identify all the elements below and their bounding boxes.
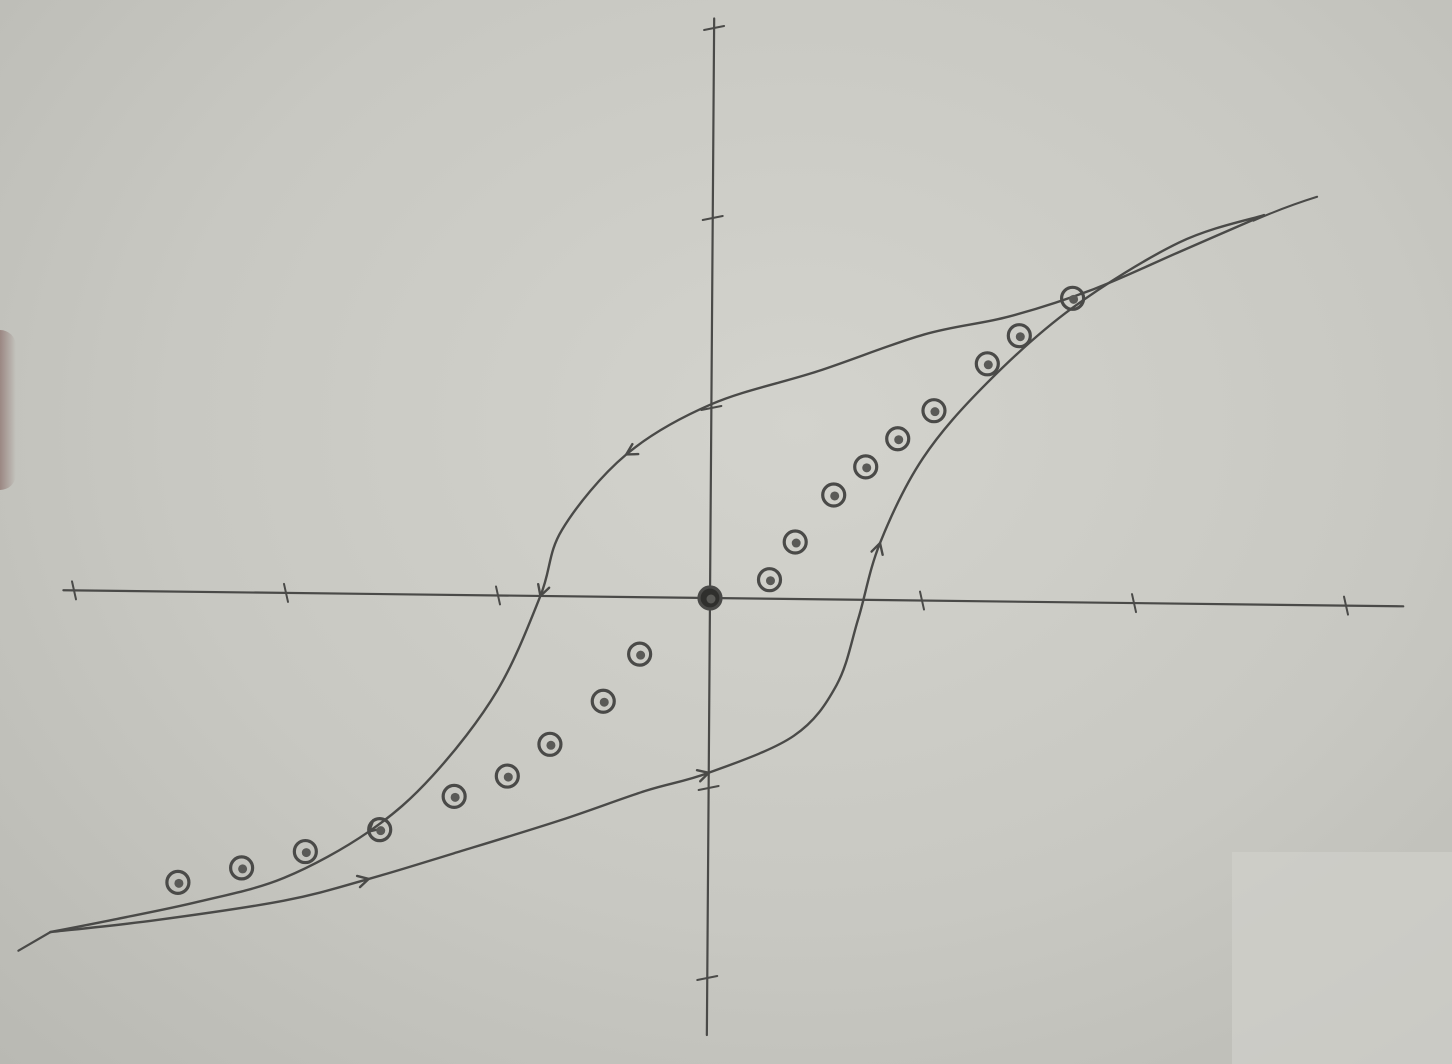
hysteresis-loop-upper-branch [49,213,1266,934]
data-point-center [238,864,248,874]
data-point-center [1015,332,1025,342]
x-tick [71,580,77,601]
data-point [590,688,616,714]
data-point [165,869,191,895]
y-tick [701,215,724,221]
data-point-center [450,792,460,802]
data-point-center [862,463,872,473]
axes [62,17,1405,1037]
data-point-center [930,407,940,417]
data-point [697,585,723,611]
direction-arrow [355,874,370,889]
tick-marks [71,25,1349,981]
direction-arrow [695,768,710,783]
series-layer [17,195,1319,952]
data-point-center [1069,294,1079,304]
point-layer [165,285,1086,895]
x-axis [62,589,1405,608]
x-tick [1343,595,1349,616]
loop-tip-lower [17,931,52,952]
data-point [367,817,393,843]
data-point-center [301,848,311,858]
data-point [782,529,808,555]
hysteresis-loop-lower-branch [49,213,1266,934]
direction-arrow [625,442,640,456]
data-point-center [894,435,904,445]
paper-light-patch [1232,852,1452,1064]
y-axis [705,17,716,1037]
data-point-center [791,538,801,548]
direction-arrow [870,541,884,556]
data-point [229,855,255,881]
data-point [821,482,847,508]
data-point-center [546,740,556,750]
data-point [1006,323,1032,349]
finger-shadow [0,330,16,490]
x-tick [919,590,925,611]
y-tick [700,405,723,411]
data-point-center [599,697,609,707]
data-point [627,641,653,667]
direction-arrow [537,582,551,598]
data-point [537,731,563,757]
data-point-center [503,772,513,782]
data-point [1059,285,1086,311]
data-point-center [983,360,993,370]
data-point [921,398,947,424]
x-tick [1131,593,1137,614]
data-point [885,426,911,452]
data-point [441,783,467,809]
data-point-center [376,826,386,836]
data-point-center [174,878,184,888]
data-point-center [706,594,716,604]
data-point [756,567,783,593]
data-point [853,454,879,480]
data-point-center [830,491,840,501]
x-tick [495,585,501,606]
y-tick [703,25,726,31]
loop-tip [1252,195,1319,222]
y-tick [696,975,719,981]
y-tick [697,785,720,791]
x-tick [283,582,289,603]
data-point [974,351,1000,377]
data-point [292,838,318,865]
data-point [494,763,520,789]
data-point-center [765,576,775,586]
data-point-center [636,650,646,660]
